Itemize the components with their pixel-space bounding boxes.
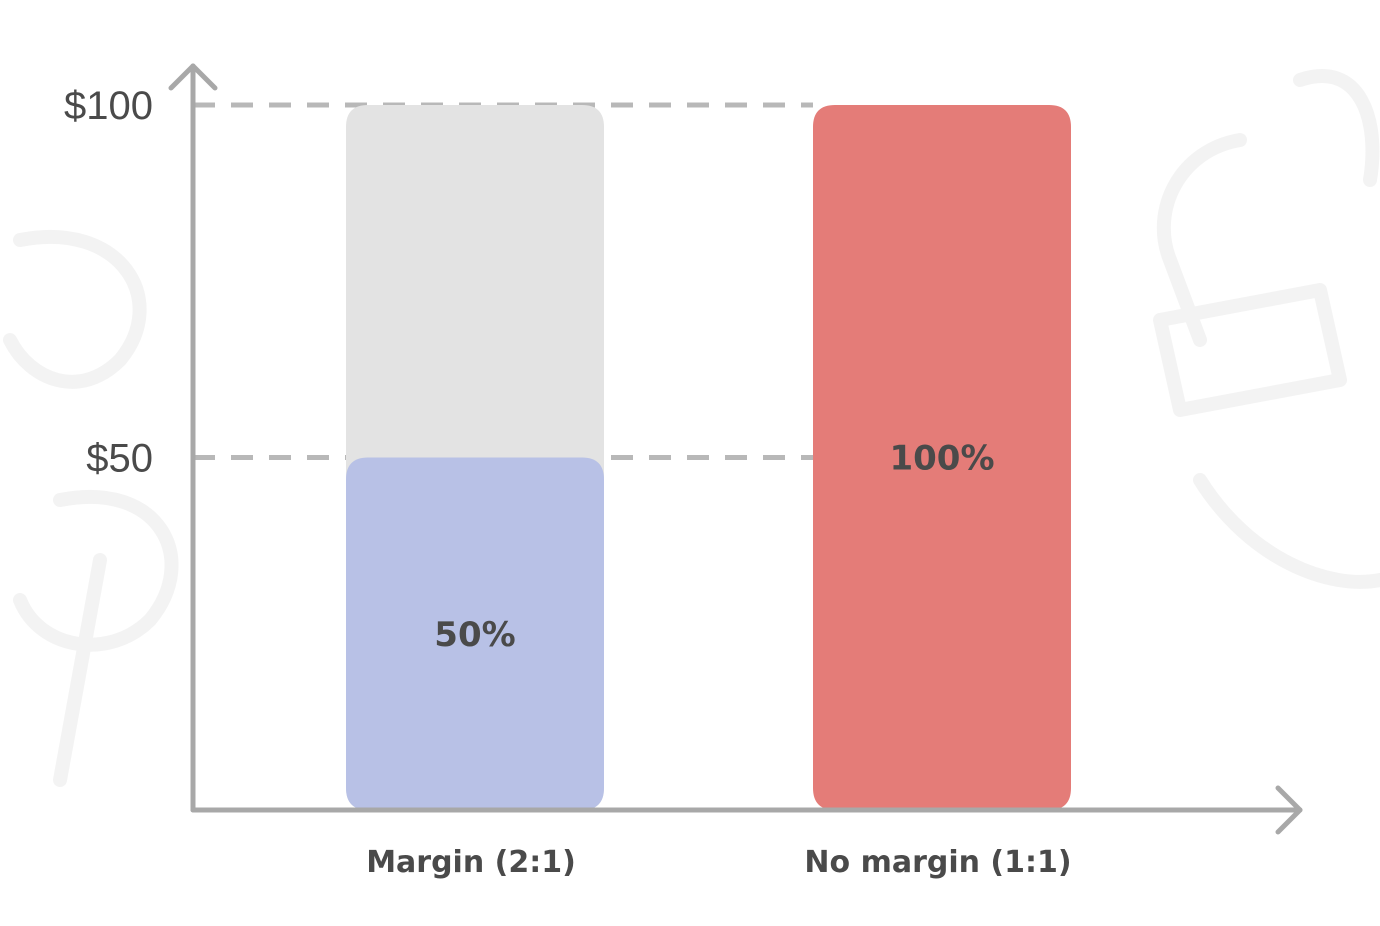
- bar-value-label-1: 100%: [889, 439, 994, 479]
- background-decoration: [3, 69, 1380, 787]
- value-bar-0: [346, 457, 604, 810]
- y-axis-arrow: [168, 63, 218, 91]
- y-tick-labels: $50 $100: [64, 84, 153, 481]
- category-label-1: No margin (1:1): [804, 845, 1071, 880]
- y-tick-label-50: $50: [86, 437, 153, 481]
- category-label-0: Margin (2:1): [366, 845, 576, 880]
- y-tick-label-100: $100: [64, 84, 153, 128]
- bars: [346, 105, 1071, 810]
- value-bar-1: [813, 105, 1071, 810]
- labels: 50% Margin (2:1) 100% No margin (1:1): [366, 439, 1071, 881]
- bar-value-label-0: 50%: [434, 615, 515, 655]
- axes: [168, 63, 1303, 835]
- x-axis-arrow: [1275, 785, 1303, 835]
